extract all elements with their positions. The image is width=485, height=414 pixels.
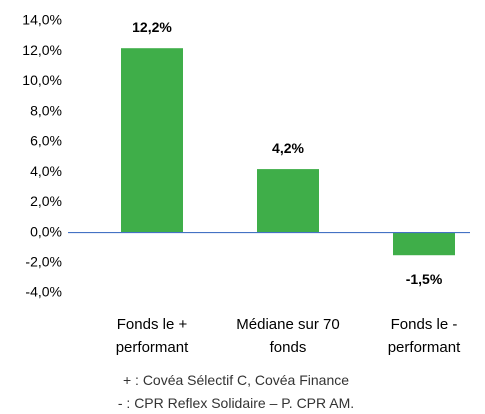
bar [257, 169, 319, 233]
y-tick-label: -4,0% [25, 284, 62, 300]
y-tick-label: 14,0% [22, 12, 62, 28]
value-label: 12,2% [132, 19, 172, 35]
x-tick-label: Fonds le - performant [387, 316, 461, 356]
footnote: + : Covéa Sélectif C, Covéa Finance [122, 372, 350, 388]
footnote: - : CPR Reflex Solidaire – P. CPR AM. [117, 395, 355, 411]
x-tick-label: Médiane sur 70 fonds [236, 316, 340, 356]
y-tick-label: 6,0% [30, 133, 62, 149]
y-tick-label: 0,0% [30, 223, 62, 239]
value-label: 4,2% [272, 140, 304, 156]
y-tick-label: 4,0% [30, 163, 62, 179]
y-tick-label: 10,0% [22, 72, 62, 88]
y-tick-label: 8,0% [30, 102, 62, 118]
bar [393, 232, 455, 256]
x-tick-label: Fonds le + performant [115, 316, 189, 356]
y-tick-label: 12,0% [22, 42, 62, 58]
y-tick-label: -2,0% [25, 253, 62, 269]
bar [121, 48, 183, 233]
value-label: -1,5% [406, 271, 443, 287]
y-tick-label: 2,0% [30, 193, 62, 209]
